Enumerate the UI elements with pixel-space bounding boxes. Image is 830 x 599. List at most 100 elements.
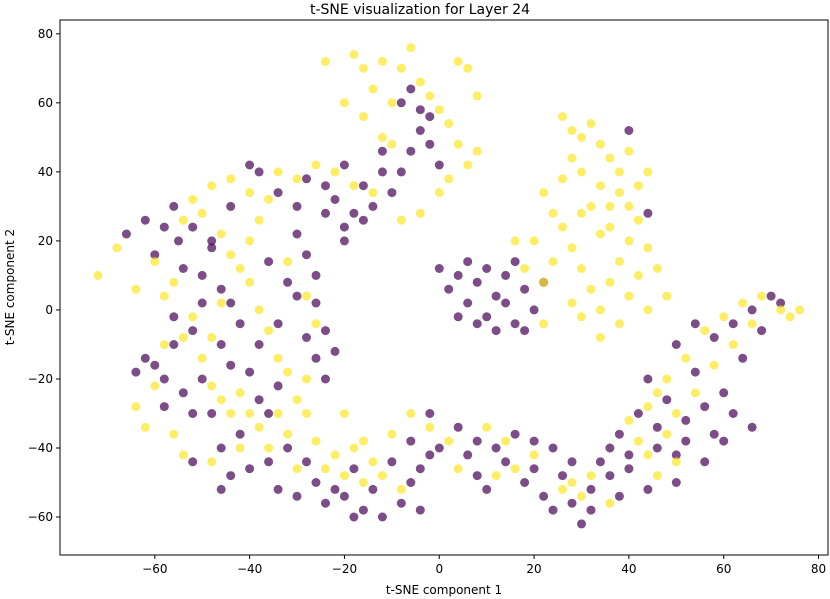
data-point bbox=[453, 56, 463, 66]
data-point bbox=[652, 388, 662, 398]
data-point bbox=[633, 181, 643, 191]
data-point bbox=[605, 498, 615, 508]
data-point bbox=[169, 340, 179, 349]
data-point bbox=[174, 236, 183, 246]
data-point bbox=[254, 340, 264, 349]
data-point bbox=[624, 464, 634, 474]
data-point bbox=[444, 174, 454, 184]
data-point bbox=[595, 333, 605, 342]
y-tick-label: 20 bbox=[38, 234, 53, 248]
data-point bbox=[321, 374, 330, 384]
data-point bbox=[482, 264, 492, 273]
data-point bbox=[358, 505, 368, 515]
data-point bbox=[633, 270, 643, 280]
data-point bbox=[567, 153, 577, 163]
data-point bbox=[311, 160, 321, 170]
data-point bbox=[216, 298, 226, 308]
data-point bbox=[283, 443, 293, 453]
data-point bbox=[197, 208, 207, 218]
data-point bbox=[283, 367, 293, 377]
data-point bbox=[624, 146, 634, 156]
data-point bbox=[197, 374, 207, 384]
data-point bbox=[159, 402, 169, 412]
data-point bbox=[406, 409, 416, 418]
data-point bbox=[387, 188, 397, 198]
data-point bbox=[567, 298, 577, 308]
data-point bbox=[349, 512, 359, 522]
data-point bbox=[330, 195, 340, 204]
data-point bbox=[614, 257, 624, 267]
data-point bbox=[311, 270, 321, 280]
data-point bbox=[624, 236, 634, 246]
data-point bbox=[529, 436, 539, 446]
data-point bbox=[671, 450, 681, 460]
data-point bbox=[633, 215, 643, 225]
data-point bbox=[216, 395, 226, 405]
data-point bbox=[586, 484, 596, 494]
data-point bbox=[169, 201, 179, 211]
data-point bbox=[558, 174, 567, 184]
data-point bbox=[273, 319, 283, 329]
data-point bbox=[330, 167, 340, 177]
data-point bbox=[311, 478, 321, 487]
data-point bbox=[273, 409, 283, 418]
data-point bbox=[614, 429, 624, 439]
data-point bbox=[785, 312, 795, 322]
data-point bbox=[207, 181, 217, 191]
data-point bbox=[652, 264, 662, 273]
data-point bbox=[529, 464, 539, 474]
data-point bbox=[681, 436, 691, 446]
data-point bbox=[586, 201, 596, 211]
data-point bbox=[349, 464, 359, 474]
data-point bbox=[453, 139, 463, 149]
y-tick-label: −40 bbox=[28, 441, 53, 455]
data-point bbox=[444, 119, 454, 128]
data-point bbox=[207, 409, 217, 418]
data-point bbox=[188, 409, 198, 418]
data-point bbox=[245, 409, 255, 418]
data-point bbox=[501, 436, 511, 446]
data-point bbox=[624, 201, 634, 211]
x-tick-label: 80 bbox=[811, 562, 826, 576]
data-point bbox=[548, 208, 558, 218]
data-point bbox=[510, 429, 520, 439]
data-point bbox=[472, 319, 482, 329]
data-point bbox=[245, 160, 255, 170]
data-point bbox=[728, 319, 738, 329]
data-point bbox=[614, 167, 624, 177]
data-point bbox=[406, 478, 416, 487]
data-point bbox=[652, 443, 662, 453]
data-point bbox=[747, 319, 757, 329]
data-point bbox=[510, 236, 520, 246]
data-point bbox=[453, 270, 463, 280]
data-point bbox=[254, 422, 264, 432]
data-point bbox=[339, 236, 349, 246]
data-point bbox=[112, 243, 122, 253]
data-point bbox=[510, 257, 520, 267]
data-point bbox=[624, 450, 634, 460]
x-tick-label: 20 bbox=[526, 562, 541, 576]
data-point bbox=[595, 181, 605, 191]
data-point bbox=[690, 388, 700, 398]
data-point bbox=[776, 305, 786, 315]
data-point bbox=[472, 471, 482, 481]
data-point bbox=[605, 222, 615, 232]
data-point bbox=[425, 112, 435, 122]
data-point bbox=[358, 436, 368, 446]
data-point bbox=[311, 319, 321, 329]
data-point bbox=[501, 270, 511, 280]
x-tick-label: 0 bbox=[435, 562, 443, 576]
data-point bbox=[140, 353, 150, 363]
data-point bbox=[178, 450, 188, 460]
y-tick-label: 40 bbox=[38, 165, 53, 179]
data-point bbox=[339, 222, 349, 232]
data-point bbox=[368, 188, 378, 198]
data-point bbox=[444, 284, 454, 294]
data-point bbox=[520, 326, 530, 336]
data-point bbox=[226, 201, 236, 211]
data-point bbox=[539, 277, 549, 287]
data-point bbox=[586, 505, 596, 515]
data-point bbox=[662, 374, 672, 384]
data-point bbox=[548, 257, 558, 267]
data-point bbox=[292, 395, 302, 405]
